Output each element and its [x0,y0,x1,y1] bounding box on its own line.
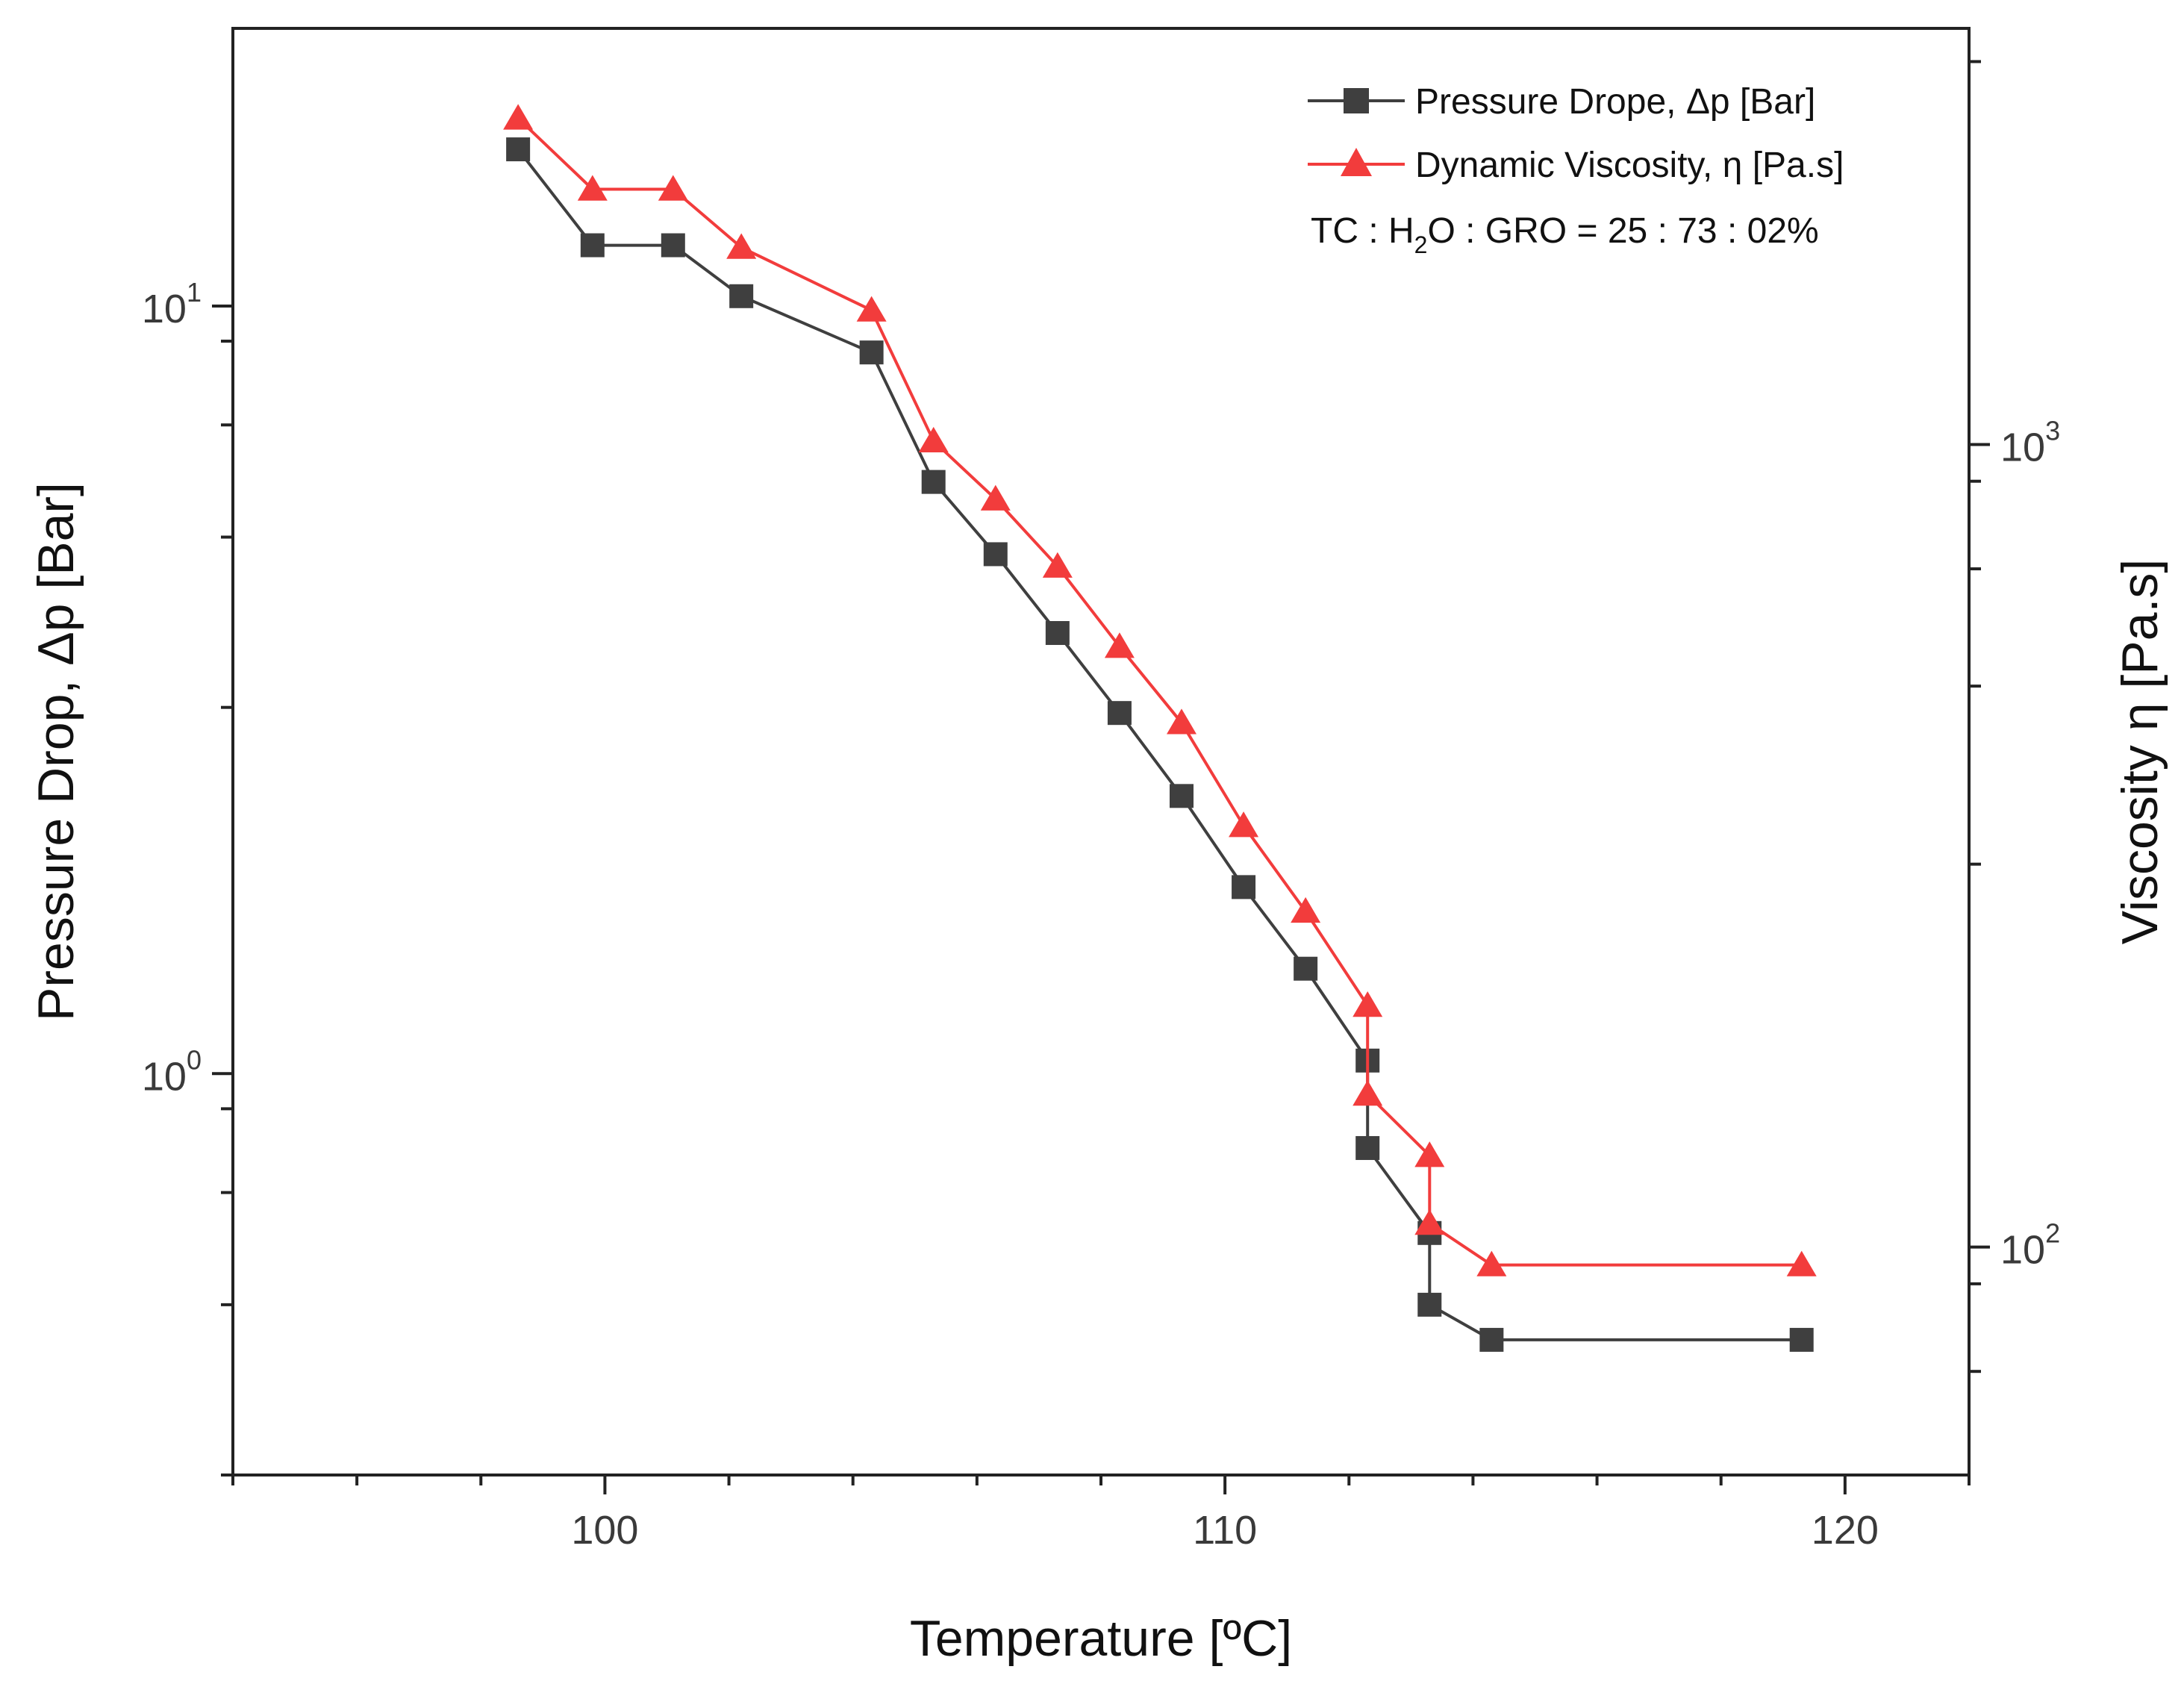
pressure-point [1232,875,1256,899]
pressure-point [1294,956,1318,981]
y-right-tick-exponent: 2 [2045,1218,2060,1249]
pressure-point [1107,701,1132,726]
pressure-point [1355,1135,1380,1160]
viscosity-point [1166,708,1196,735]
x-tick-label: 110 [1193,1508,1257,1553]
pressure-point [1479,1327,1504,1352]
pressure-point [983,542,1008,567]
pressure-point [506,137,531,162]
y-left-tick-label: 100 [142,1044,202,1099]
viscosity-point [503,104,534,130]
pressure-point [661,233,685,258]
legend-marker-square [1344,88,1369,113]
viscosity-point [1229,811,1259,838]
y-right-tick-label: 103 [2000,415,2060,470]
viscosity-point [1042,552,1073,578]
y-right-tick-base: 10 [2000,1228,2045,1273]
pressure-point [1169,784,1194,808]
annotation-suffix: O : GRO = 25 : 73 : 02% [1427,211,1818,251]
y-axis-right-title: Viscosity η [Pa.s] [2112,559,2168,945]
pressure-point [859,340,884,365]
legend-marker-triangle [1341,148,1372,176]
series-line-viscosity [517,116,1802,1267]
viscosity-point [1352,991,1383,1017]
viscosity-point [726,233,757,259]
series-group [503,104,1817,1352]
viscosity-point [1414,1209,1445,1235]
legend: Pressure Drope, Δp [Bar] Dynamic Viscosi… [1308,82,1844,258]
viscosity-point [1786,1250,1817,1276]
pressure-point [729,284,754,308]
x-axis-title: Temperature [ºC] [910,1610,1292,1667]
pressure-point [1045,621,1070,646]
pressure-point [1417,1292,1442,1317]
y-left-tick-exponent: 0 [187,1044,202,1075]
composition-annotation: TC : H2O : GRO = 25 : 73 : 02% [1311,211,1819,258]
pressure-point [1789,1327,1814,1352]
y-left-tick-base: 10 [142,287,187,331]
legend-label-pressure: Pressure Drope, Δp [Bar] [1415,82,1815,122]
viscosity-point [1104,632,1135,658]
viscosity-point [577,175,608,201]
viscosity-point [658,175,688,201]
y-left-tick-label: 101 [142,277,202,331]
x-tick-label: 120 [1812,1508,1879,1553]
x-tick-label: 100 [571,1508,638,1553]
legend-label-viscosity: Dynamic Viscosity, η [Pa.s] [1415,146,1844,185]
series-line-pressure [517,148,1802,1341]
viscosity-point [1476,1250,1507,1276]
y-left-tick-base: 10 [142,1054,187,1099]
viscosity-point [856,296,887,322]
legend-entry-pressure: Pressure Drope, Δp [Bar] [1308,82,1815,122]
y-right-tick-label: 102 [2000,1218,2060,1273]
annotation-prefix: TC : H [1311,211,1414,251]
y-right-tick-exponent: 3 [2045,415,2060,446]
y-left-tick-exponent: 1 [187,277,202,308]
viscosity-point [980,484,1011,511]
y-right-tick-base: 10 [2000,425,2045,470]
annotation-subscript: 2 [1414,231,1428,258]
viscosity-point [1291,896,1321,923]
x-axis: 100 110 120 [231,1475,1971,1553]
legend-entry-viscosity: Dynamic Viscosity, η [Pa.s] [1308,146,1844,185]
viscosity-point [918,426,949,453]
viscosity-point [1352,1080,1383,1106]
y-axis-left-title: Pressure Drop, Δp [Bar] [28,482,84,1021]
viscosity-point [1414,1141,1445,1167]
pressure-point [921,470,946,494]
pressure-point [580,233,605,258]
